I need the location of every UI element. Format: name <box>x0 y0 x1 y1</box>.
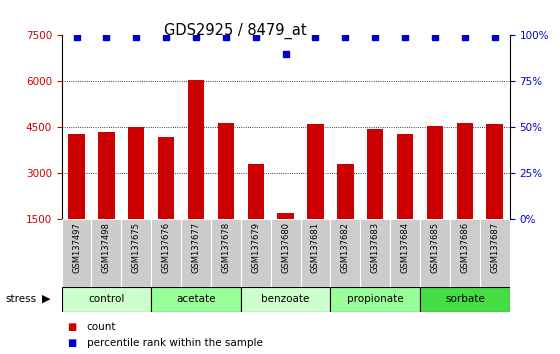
Bar <box>367 129 384 219</box>
Text: GSM137680: GSM137680 <box>281 222 290 273</box>
Text: benzoate: benzoate <box>262 294 310 304</box>
Bar <box>337 164 353 219</box>
Text: GSM137686: GSM137686 <box>460 222 469 273</box>
Text: GSM137498: GSM137498 <box>102 222 111 273</box>
Text: GSM137687: GSM137687 <box>490 222 499 273</box>
Bar <box>480 219 510 287</box>
Text: control: control <box>88 294 124 304</box>
Text: GSM137675: GSM137675 <box>132 222 141 273</box>
Bar <box>62 287 151 312</box>
Bar <box>277 213 294 219</box>
Bar <box>450 219 480 287</box>
Text: sorbate: sorbate <box>445 294 484 304</box>
Bar <box>98 132 115 219</box>
Bar <box>68 133 85 219</box>
Text: ■: ■ <box>67 322 77 332</box>
Text: GSM137678: GSM137678 <box>221 222 230 273</box>
Bar <box>307 124 324 219</box>
Text: GSM137682: GSM137682 <box>341 222 350 273</box>
Bar <box>487 124 503 219</box>
Bar <box>241 287 330 312</box>
Bar <box>270 219 301 287</box>
Text: GSM137679: GSM137679 <box>251 222 260 273</box>
Bar <box>427 126 443 219</box>
Bar <box>420 287 510 312</box>
Bar <box>248 164 264 219</box>
Text: GSM137676: GSM137676 <box>162 222 171 273</box>
Bar <box>420 219 450 287</box>
Text: stress: stress <box>6 294 37 304</box>
Bar <box>62 219 91 287</box>
Bar <box>128 127 144 219</box>
Bar <box>330 219 360 287</box>
Bar <box>330 287 420 312</box>
Bar <box>390 219 420 287</box>
Text: GSM137677: GSM137677 <box>192 222 200 273</box>
Bar <box>188 80 204 219</box>
Text: count: count <box>87 322 116 332</box>
Text: GSM137681: GSM137681 <box>311 222 320 273</box>
Bar <box>158 137 174 219</box>
Bar <box>211 219 241 287</box>
Text: GSM137497: GSM137497 <box>72 222 81 273</box>
Text: GSM137684: GSM137684 <box>400 222 409 273</box>
Bar <box>241 219 270 287</box>
Bar <box>456 123 473 219</box>
Bar <box>151 219 181 287</box>
Text: ▶: ▶ <box>42 294 50 304</box>
Bar <box>360 219 390 287</box>
Bar <box>218 123 234 219</box>
Text: percentile rank within the sample: percentile rank within the sample <box>87 338 263 348</box>
Bar <box>397 133 413 219</box>
Bar <box>151 287 241 312</box>
Text: GDS2925 / 8479_at: GDS2925 / 8479_at <box>164 23 306 39</box>
Bar <box>181 219 211 287</box>
Text: acetate: acetate <box>176 294 216 304</box>
Text: ■: ■ <box>67 338 77 348</box>
Text: propionate: propionate <box>347 294 404 304</box>
Text: GSM137683: GSM137683 <box>371 222 380 273</box>
Bar <box>91 219 122 287</box>
Text: GSM137685: GSM137685 <box>431 222 440 273</box>
Bar <box>122 219 151 287</box>
Bar <box>301 219 330 287</box>
